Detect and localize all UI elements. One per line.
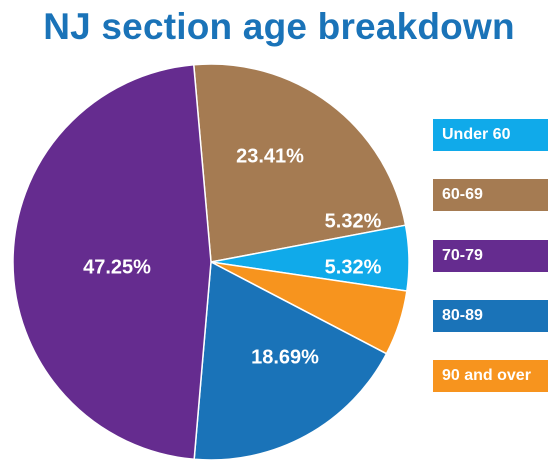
- legend-item-90-and-over: 90 and over: [433, 360, 548, 392]
- legend-item-60-69: 60-69: [433, 179, 548, 211]
- slice-label: 5.32%: [325, 256, 382, 278]
- slice-label: 5.32%: [325, 210, 382, 232]
- pie-slice-60-69: [192, 63, 407, 263]
- slice-label: 18.69%: [251, 346, 319, 368]
- slice-label: 47.25%: [83, 256, 151, 278]
- pie-labels: 23.41% 5.32% 5.32% 18.69% 47.25%: [83, 145, 381, 368]
- legend-item-80-89: 80-89: [433, 300, 548, 332]
- legend-item-under-60: Under 60: [433, 119, 548, 151]
- legend-item-70-79: 70-79: [433, 240, 548, 272]
- pie-slices: [12, 63, 410, 461]
- chart-title: NJ section age breakdown: [43, 6, 515, 47]
- pie-slice-80-89: [193, 260, 388, 461]
- slice-label: 23.41%: [236, 145, 304, 167]
- pie-slice-70-79: [12, 63, 212, 461]
